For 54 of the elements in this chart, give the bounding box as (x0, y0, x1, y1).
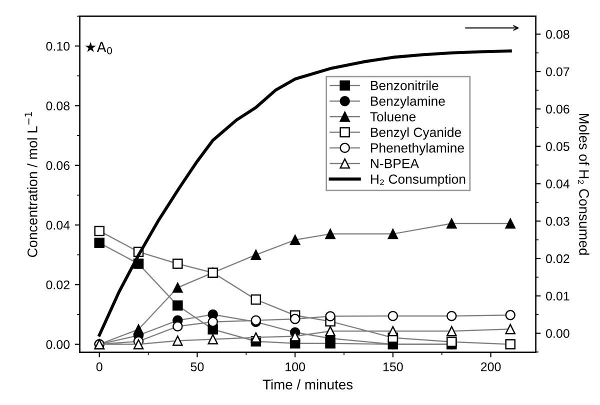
point (446, 336, 457, 348)
x-tick-label: 150 (383, 362, 403, 372)
point (94, 238, 105, 248)
point (250, 332, 262, 343)
point (172, 321, 183, 332)
x-tick-label: 200 (480, 362, 501, 372)
annotation: ★A$_{0}$ (85, 42, 112, 54)
point (133, 324, 144, 335)
legend-label: N-BPEA (370, 159, 420, 168)
y2-tick-label: 0.07 (546, 67, 570, 76)
y2-tick-label: 0.02 (546, 254, 570, 264)
y2-tick-label: 0.05 (546, 142, 570, 151)
point (290, 234, 300, 246)
point (250, 250, 262, 260)
legend-label: H₂ Consumption (370, 174, 466, 186)
point (388, 310, 398, 322)
y2-tick-label: 0.04 (546, 180, 570, 188)
y2-tick-label: 0.03 (546, 216, 570, 226)
x-tick-label: 50 (190, 362, 204, 372)
point (290, 314, 300, 324)
point (446, 310, 457, 322)
point (325, 311, 336, 322)
point (172, 258, 183, 269)
legend-label: Toluene (370, 112, 416, 122)
y-axis-title: Concentration / mol L$^{−1}$ (24, 112, 38, 258)
y-tick-label: 0.10 (46, 42, 70, 51)
point (505, 310, 516, 320)
point (505, 218, 516, 229)
x-tick-label: 100 (286, 362, 306, 372)
y-tick-label: 0.06 (46, 161, 70, 170)
point (325, 228, 336, 240)
point (172, 282, 183, 293)
y2-tick-label: 0.08 (546, 30, 570, 39)
point (172, 300, 183, 311)
legend-label: Benzyl Cyanide (370, 127, 462, 140)
y2-axis-title: Moles of H₂ Consumed (578, 114, 590, 255)
x-axis-title: Time / minutes (262, 379, 353, 390)
y-tick-label: 0.04 (46, 220, 70, 230)
legend-label: Benzonitrile (370, 80, 438, 90)
y2-tick-label: 0.00 (546, 329, 570, 338)
point (446, 218, 457, 229)
point (94, 226, 105, 236)
legend-label: Benzylamine (370, 96, 445, 108)
y-tick-label: 0.08 (46, 101, 70, 110)
y-tick-label: 0.02 (46, 280, 70, 290)
point (388, 228, 398, 240)
y2-tick-label: 0.01 (546, 292, 570, 301)
point (133, 339, 144, 350)
y-tick-label: 0.00 (46, 340, 70, 349)
legend-label: Phenethylamine (370, 142, 464, 156)
x-tick-label: 0 (96, 362, 102, 372)
point (505, 339, 516, 350)
point (250, 294, 262, 305)
y2-tick-label: 0.06 (546, 104, 570, 114)
